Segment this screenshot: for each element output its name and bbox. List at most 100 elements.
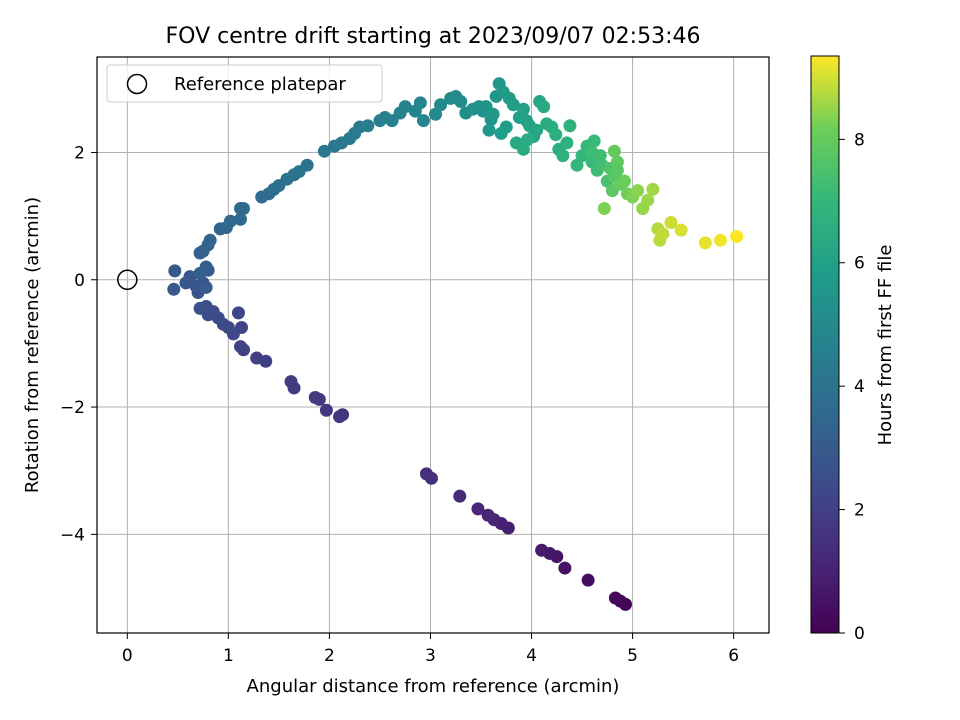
data-point bbox=[413, 96, 427, 110]
data-point bbox=[486, 107, 500, 121]
x-tick-label: 1 bbox=[223, 646, 234, 666]
data-points bbox=[167, 77, 744, 611]
data-point bbox=[656, 227, 670, 241]
y-axis-label: Rotation from reference (arcmin) bbox=[22, 197, 43, 493]
y-tick-label: 2 bbox=[74, 143, 85, 163]
legend-reference-marker bbox=[126, 73, 148, 95]
colorbar-label: Hours from first FF file bbox=[875, 245, 896, 446]
x-tick-label: 2 bbox=[324, 646, 335, 666]
data-point bbox=[608, 591, 622, 605]
data-point bbox=[520, 133, 534, 147]
reference-marker-layer bbox=[117, 269, 138, 291]
data-point bbox=[233, 340, 247, 354]
data-point bbox=[189, 279, 203, 293]
colorbar-tick-label: 4 bbox=[854, 377, 865, 397]
x-axis-label: Angular distance from reference (arcmin) bbox=[247, 676, 620, 697]
data-point bbox=[607, 144, 621, 158]
data-point bbox=[535, 543, 549, 557]
data-point bbox=[730, 229, 744, 243]
colorbar-gradient bbox=[810, 55, 840, 634]
data-point bbox=[193, 301, 207, 315]
data-point bbox=[556, 149, 570, 163]
data-point bbox=[398, 100, 412, 114]
data-point bbox=[482, 123, 496, 137]
data-point bbox=[453, 489, 467, 503]
data-point bbox=[361, 119, 375, 133]
data-point bbox=[674, 223, 688, 237]
data-point bbox=[530, 123, 544, 137]
x-tick-label: 3 bbox=[425, 646, 436, 666]
data-point bbox=[193, 246, 207, 260]
data-point bbox=[713, 233, 727, 247]
data-point bbox=[419, 467, 433, 481]
y-axis-ticks: −4 −2 0 2 bbox=[60, 143, 97, 545]
y-tick-label: 0 bbox=[74, 271, 85, 291]
data-point bbox=[167, 282, 181, 296]
data-point bbox=[617, 174, 631, 188]
data-point bbox=[231, 306, 245, 320]
data-point bbox=[581, 573, 595, 587]
data-point bbox=[434, 98, 448, 112]
data-point bbox=[494, 126, 508, 140]
data-point bbox=[168, 264, 182, 278]
data-point bbox=[593, 149, 607, 163]
colorbar-tick-label: 2 bbox=[854, 501, 865, 521]
data-point bbox=[560, 136, 574, 150]
data-point bbox=[317, 144, 331, 158]
data-point bbox=[481, 508, 495, 522]
reference-platepar-marker bbox=[117, 269, 138, 291]
data-point bbox=[646, 182, 660, 196]
data-point bbox=[631, 184, 645, 198]
data-point bbox=[233, 212, 247, 226]
chart-title: FOV centre drift starting at 2023/09/07 … bbox=[166, 24, 701, 49]
data-point bbox=[333, 410, 347, 424]
data-point bbox=[429, 107, 443, 121]
y-tick-label: −2 bbox=[60, 398, 85, 418]
data-point bbox=[537, 100, 551, 114]
y-tick-label: −4 bbox=[60, 525, 85, 545]
data-point bbox=[570, 158, 584, 172]
data-point bbox=[308, 391, 322, 405]
legend-box bbox=[106, 64, 383, 103]
data-point bbox=[610, 163, 624, 177]
data-point bbox=[558, 561, 572, 575]
data-point bbox=[641, 193, 655, 207]
data-point bbox=[250, 351, 264, 365]
data-point bbox=[193, 266, 207, 280]
data-point bbox=[179, 276, 193, 290]
data-point bbox=[587, 134, 601, 148]
legend-entry-reference: Reference platepar bbox=[174, 74, 346, 95]
data-point bbox=[549, 128, 563, 142]
x-tick-label: 4 bbox=[526, 646, 537, 666]
legend: Reference platepar bbox=[106, 64, 383, 103]
data-point bbox=[385, 114, 399, 128]
data-point bbox=[199, 280, 213, 294]
data-point bbox=[471, 502, 485, 516]
data-point bbox=[698, 236, 712, 250]
data-point bbox=[416, 114, 430, 128]
data-point bbox=[237, 201, 251, 215]
data-point bbox=[284, 375, 298, 389]
data-point bbox=[575, 149, 589, 163]
data-point bbox=[203, 233, 217, 247]
colorbar-tick-label: 6 bbox=[854, 254, 865, 274]
x-tick-label: 5 bbox=[627, 646, 638, 666]
grid-lines bbox=[97, 57, 769, 633]
data-point bbox=[563, 119, 577, 133]
colorbar: 0 2 4 6 8 Hours from first FF file bbox=[810, 55, 896, 644]
x-tick-label: 6 bbox=[728, 646, 739, 666]
colorbar-tick-label: 8 bbox=[854, 130, 865, 150]
data-point bbox=[454, 95, 468, 109]
data-point bbox=[223, 214, 237, 228]
data-point bbox=[664, 215, 678, 229]
data-point bbox=[300, 158, 314, 172]
data-point bbox=[506, 98, 520, 112]
colorbar-ticks: 0 2 4 6 8 bbox=[839, 130, 865, 644]
x-tick-label: 0 bbox=[122, 646, 133, 666]
data-point bbox=[516, 102, 530, 116]
plot-frame bbox=[96, 56, 770, 634]
data-point bbox=[597, 201, 611, 215]
colorbar-tick-label: 0 bbox=[854, 624, 865, 644]
x-axis-ticks: 0 1 2 3 4 5 6 bbox=[122, 633, 739, 666]
